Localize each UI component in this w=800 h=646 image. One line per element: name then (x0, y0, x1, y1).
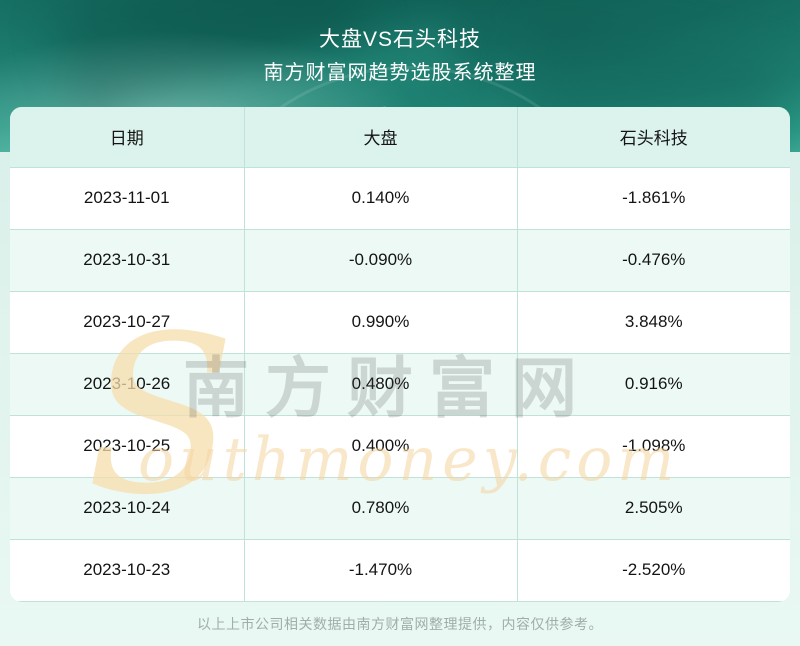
stock-cell: -1.098% (517, 415, 790, 478)
date-cell: 2023-11-01 (10, 167, 245, 230)
stock-cell: 0.916% (517, 353, 790, 416)
date-cell: 2023-10-23 (10, 539, 245, 602)
column-header-stock: 石头科技 (517, 107, 790, 168)
stock-cell: 3.848% (517, 291, 790, 354)
table-row: 2023-10-26 0.480% 0.916% (10, 353, 790, 416)
date-cell: 2023-10-26 (10, 353, 245, 416)
table-row: 2023-11-01 0.140% -1.861% (10, 167, 790, 230)
stock-cell: 2.505% (517, 477, 790, 540)
stock-cell: -1.861% (517, 167, 790, 230)
date-cell: 2023-10-25 (10, 415, 245, 478)
page-title: 大盘VS石头科技 (318, 28, 481, 51)
footer-disclaimer: 以上上市公司相关数据由南方财富网整理提供，内容仅供参考。 (197, 615, 603, 632)
table-row: 2023-10-31 -0.090% -0.476% (10, 229, 790, 292)
date-cell: 2023-10-24 (10, 477, 245, 540)
table-row: 2023-10-23 -1.470% -2.520% (10, 539, 790, 602)
market-cell: 0.140% (244, 167, 518, 230)
market-cell: -0.090% (244, 229, 518, 292)
column-header-market: 大盘 (244, 107, 518, 168)
market-cell: 0.990% (244, 291, 518, 354)
stock-cell: -2.520% (517, 539, 790, 602)
table-row: 2023-10-24 0.780% 2.505% (10, 477, 790, 540)
comparison-table: 日期 大盘 石头科技 2023-11-01 0.140% -1.861% 202… (10, 107, 790, 602)
table-header-row: 日期 大盘 石头科技 (10, 107, 790, 168)
footer: 以上上市公司相关数据由南方财富网整理提供，内容仅供参考。 (0, 601, 800, 646)
column-header-date: 日期 (10, 107, 245, 168)
page-subtitle: 南方财富网趋势选股系统整理 (263, 62, 537, 84)
table-row: 2023-10-25 0.400% -1.098% (10, 415, 790, 478)
date-cell: 2023-10-31 (10, 229, 245, 292)
market-cell: -1.470% (244, 539, 518, 602)
date-cell: 2023-10-27 (10, 291, 245, 354)
table-row: 2023-10-27 0.990% 3.848% (10, 291, 790, 354)
table-body: 2023-11-01 0.140% -1.861% 2023-10-31 -0.… (10, 167, 790, 602)
stock-cell: -0.476% (517, 229, 790, 292)
market-cell: 0.780% (244, 477, 518, 540)
comparison-table-card: 日期 大盘 石头科技 2023-11-01 0.140% -1.861% 202… (10, 107, 790, 602)
market-cell: 0.480% (244, 353, 518, 416)
market-cell: 0.400% (244, 415, 518, 478)
